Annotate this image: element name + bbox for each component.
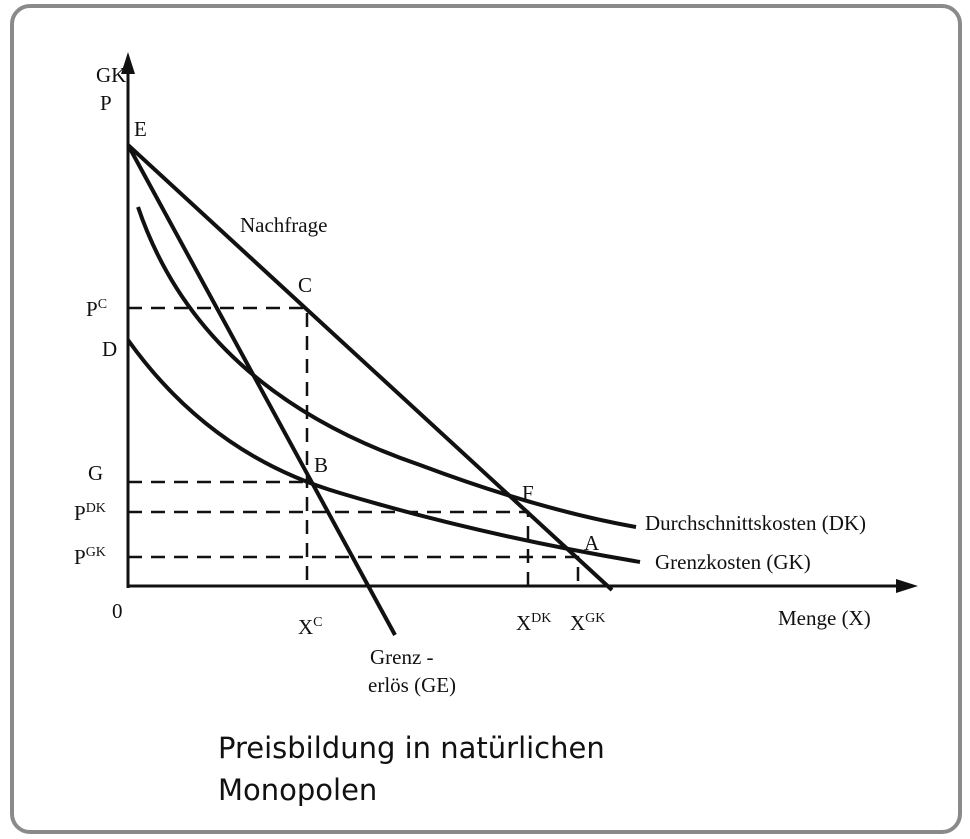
y-arrow [121,52,135,74]
point-label: F [522,481,534,505]
point-label: A [584,531,600,555]
label-base: P [74,545,86,569]
x-label: XC [298,615,323,639]
y-label: PGK [74,545,106,569]
label-base: X [298,615,313,639]
curve-label: Durchschnittskosten (DK) [645,511,866,535]
label-sup: C [313,615,322,630]
axis-label: 0 [112,599,123,623]
axis-label: Menge (X) [778,606,871,630]
point-label: D [102,337,117,361]
card [10,4,962,834]
label-sup: GK [86,545,106,560]
axis-label: GK [96,63,126,87]
x-label: XDK [516,611,551,635]
caption: Preisbildung in natürlichen [218,731,605,765]
label-sup: GK [585,611,605,626]
curve-label: Grenzkosten (GK) [655,550,811,574]
caption: Monopolen [218,773,377,807]
label-base: P [86,297,98,321]
x-label: XGK [570,611,605,635]
point-label: B [314,453,328,477]
axis-label: P [100,91,112,115]
curve-label: Grenz - [370,645,434,669]
marginal-cost-curve [126,338,641,564]
y-label: PC [86,297,107,321]
label-base: X [570,611,585,635]
demand-curve [126,143,614,592]
point-label: C [298,273,312,297]
marginal-revenue-curve [126,144,397,636]
x-arrow [896,579,918,593]
point-label: E [134,117,147,141]
curve-label: erlös (GE) [368,673,456,697]
label-sup: C [98,297,107,312]
label-sup: DK [86,501,106,516]
label-sup: DK [531,611,551,626]
label-base: P [74,501,86,525]
y-label: G [88,461,103,485]
average-cost-curve [136,206,637,529]
y-label: PDK [74,501,106,525]
curve-label: Nachfrage [240,213,327,237]
label-base: X [516,611,531,635]
